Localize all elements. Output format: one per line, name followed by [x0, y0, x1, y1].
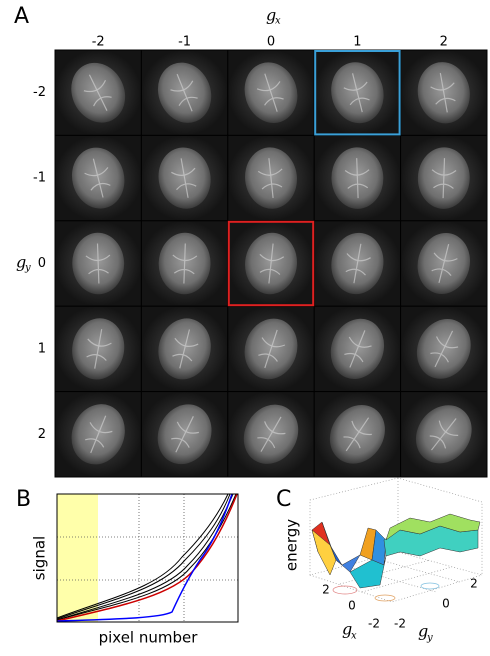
y-axis-label: g — [418, 622, 428, 641]
image-cell — [54, 134, 142, 222]
image-cell — [313, 49, 402, 136]
row-label: 1 — [38, 341, 46, 356]
image-cell — [54, 391, 142, 478]
x-axis-subscript: x — [351, 631, 357, 642]
y-axis-subscript: y — [426, 633, 433, 644]
y-tick-label: -2 — [394, 617, 406, 631]
brain-structure — [170, 73, 198, 112]
brain-structure — [345, 243, 371, 284]
brain-structure — [171, 158, 197, 198]
brain-structure — [431, 158, 457, 199]
brain-structure — [343, 73, 370, 113]
panel-label: B — [16, 487, 31, 512]
y-axis-label: signal — [31, 536, 49, 580]
plot-frame — [56, 493, 239, 623]
axes-box — [309, 477, 483, 603]
grid-lines — [57, 494, 238, 622]
brain-structure — [430, 72, 456, 113]
image-cell — [227, 391, 315, 478]
brain-structure — [256, 73, 284, 112]
brain-structure — [85, 243, 111, 284]
image-cell — [227, 305, 315, 393]
y-axis-label: g — [16, 253, 26, 272]
brain-structure — [85, 415, 113, 454]
brain-structure — [430, 330, 459, 368]
brain-structure — [257, 158, 283, 199]
brain-structure — [344, 158, 370, 199]
y-axis-subscript: y — [24, 263, 31, 274]
image-cell — [54, 220, 142, 307]
highlight-box — [227, 220, 315, 307]
x-axis-label: g — [342, 620, 352, 639]
image-cell — [400, 220, 488, 307]
column-label: 0 — [267, 35, 275, 50]
column-label: 2 — [440, 35, 448, 50]
x-tick-label: 2 — [322, 583, 330, 597]
brain-structure — [258, 329, 286, 369]
x-axis-label: pixel number — [99, 629, 199, 647]
image-cell — [227, 134, 315, 222]
image-cell — [140, 134, 229, 222]
z-axis-label: energy — [283, 519, 301, 571]
brain-structure — [86, 329, 112, 369]
panel-label: A — [14, 4, 29, 29]
brain-structure — [83, 74, 112, 111]
brain-structure — [259, 243, 285, 284]
column-label: 1 — [353, 35, 361, 50]
x-tick-label: -2 — [368, 617, 380, 631]
image-cell — [227, 49, 315, 136]
image-cell — [400, 305, 488, 393]
brain-structure — [429, 418, 459, 451]
contours — [332, 582, 440, 602]
image-cell — [313, 305, 402, 393]
signal-curves — [56, 493, 238, 622]
image-cell — [227, 220, 315, 307]
image-cell — [313, 220, 402, 307]
row-label: 2 — [38, 427, 46, 442]
x-axis-subscript: x — [275, 16, 281, 27]
image-cell — [400, 49, 488, 136]
x-axis-label: g — [266, 6, 276, 25]
brain-structure — [431, 243, 458, 284]
column-label: -1 — [178, 35, 191, 50]
brain-structure — [171, 416, 200, 453]
brain-structure — [344, 330, 372, 368]
panel-label: C — [276, 487, 291, 512]
brain-structure — [172, 329, 199, 369]
row-label: -1 — [33, 171, 46, 186]
image-cell — [54, 49, 142, 136]
image-cell — [140, 391, 229, 478]
image-cell — [400, 391, 488, 478]
image-cell — [140, 220, 229, 307]
row-label: 0 — [38, 256, 46, 271]
brain-structure — [84, 158, 111, 198]
x-tick-label: 0 — [348, 599, 356, 613]
y-tick-label: 0 — [442, 597, 450, 611]
highlight-box — [314, 50, 401, 136]
brain-structure — [257, 416, 286, 452]
image-cell — [313, 134, 402, 222]
image-cell — [54, 305, 142, 393]
y-tick-label: 2 — [470, 577, 478, 591]
brain-structure — [172, 243, 198, 284]
column-label: -2 — [92, 35, 105, 50]
image-cell — [140, 305, 229, 393]
image-cell — [313, 391, 402, 478]
image-cell — [400, 134, 488, 222]
image-cell — [140, 49, 229, 136]
energy-surface — [311, 513, 481, 589]
row-label: -2 — [33, 85, 46, 100]
image-grid — [54, 49, 488, 478]
brain-structure — [343, 417, 372, 452]
highlight-region — [57, 494, 98, 622]
